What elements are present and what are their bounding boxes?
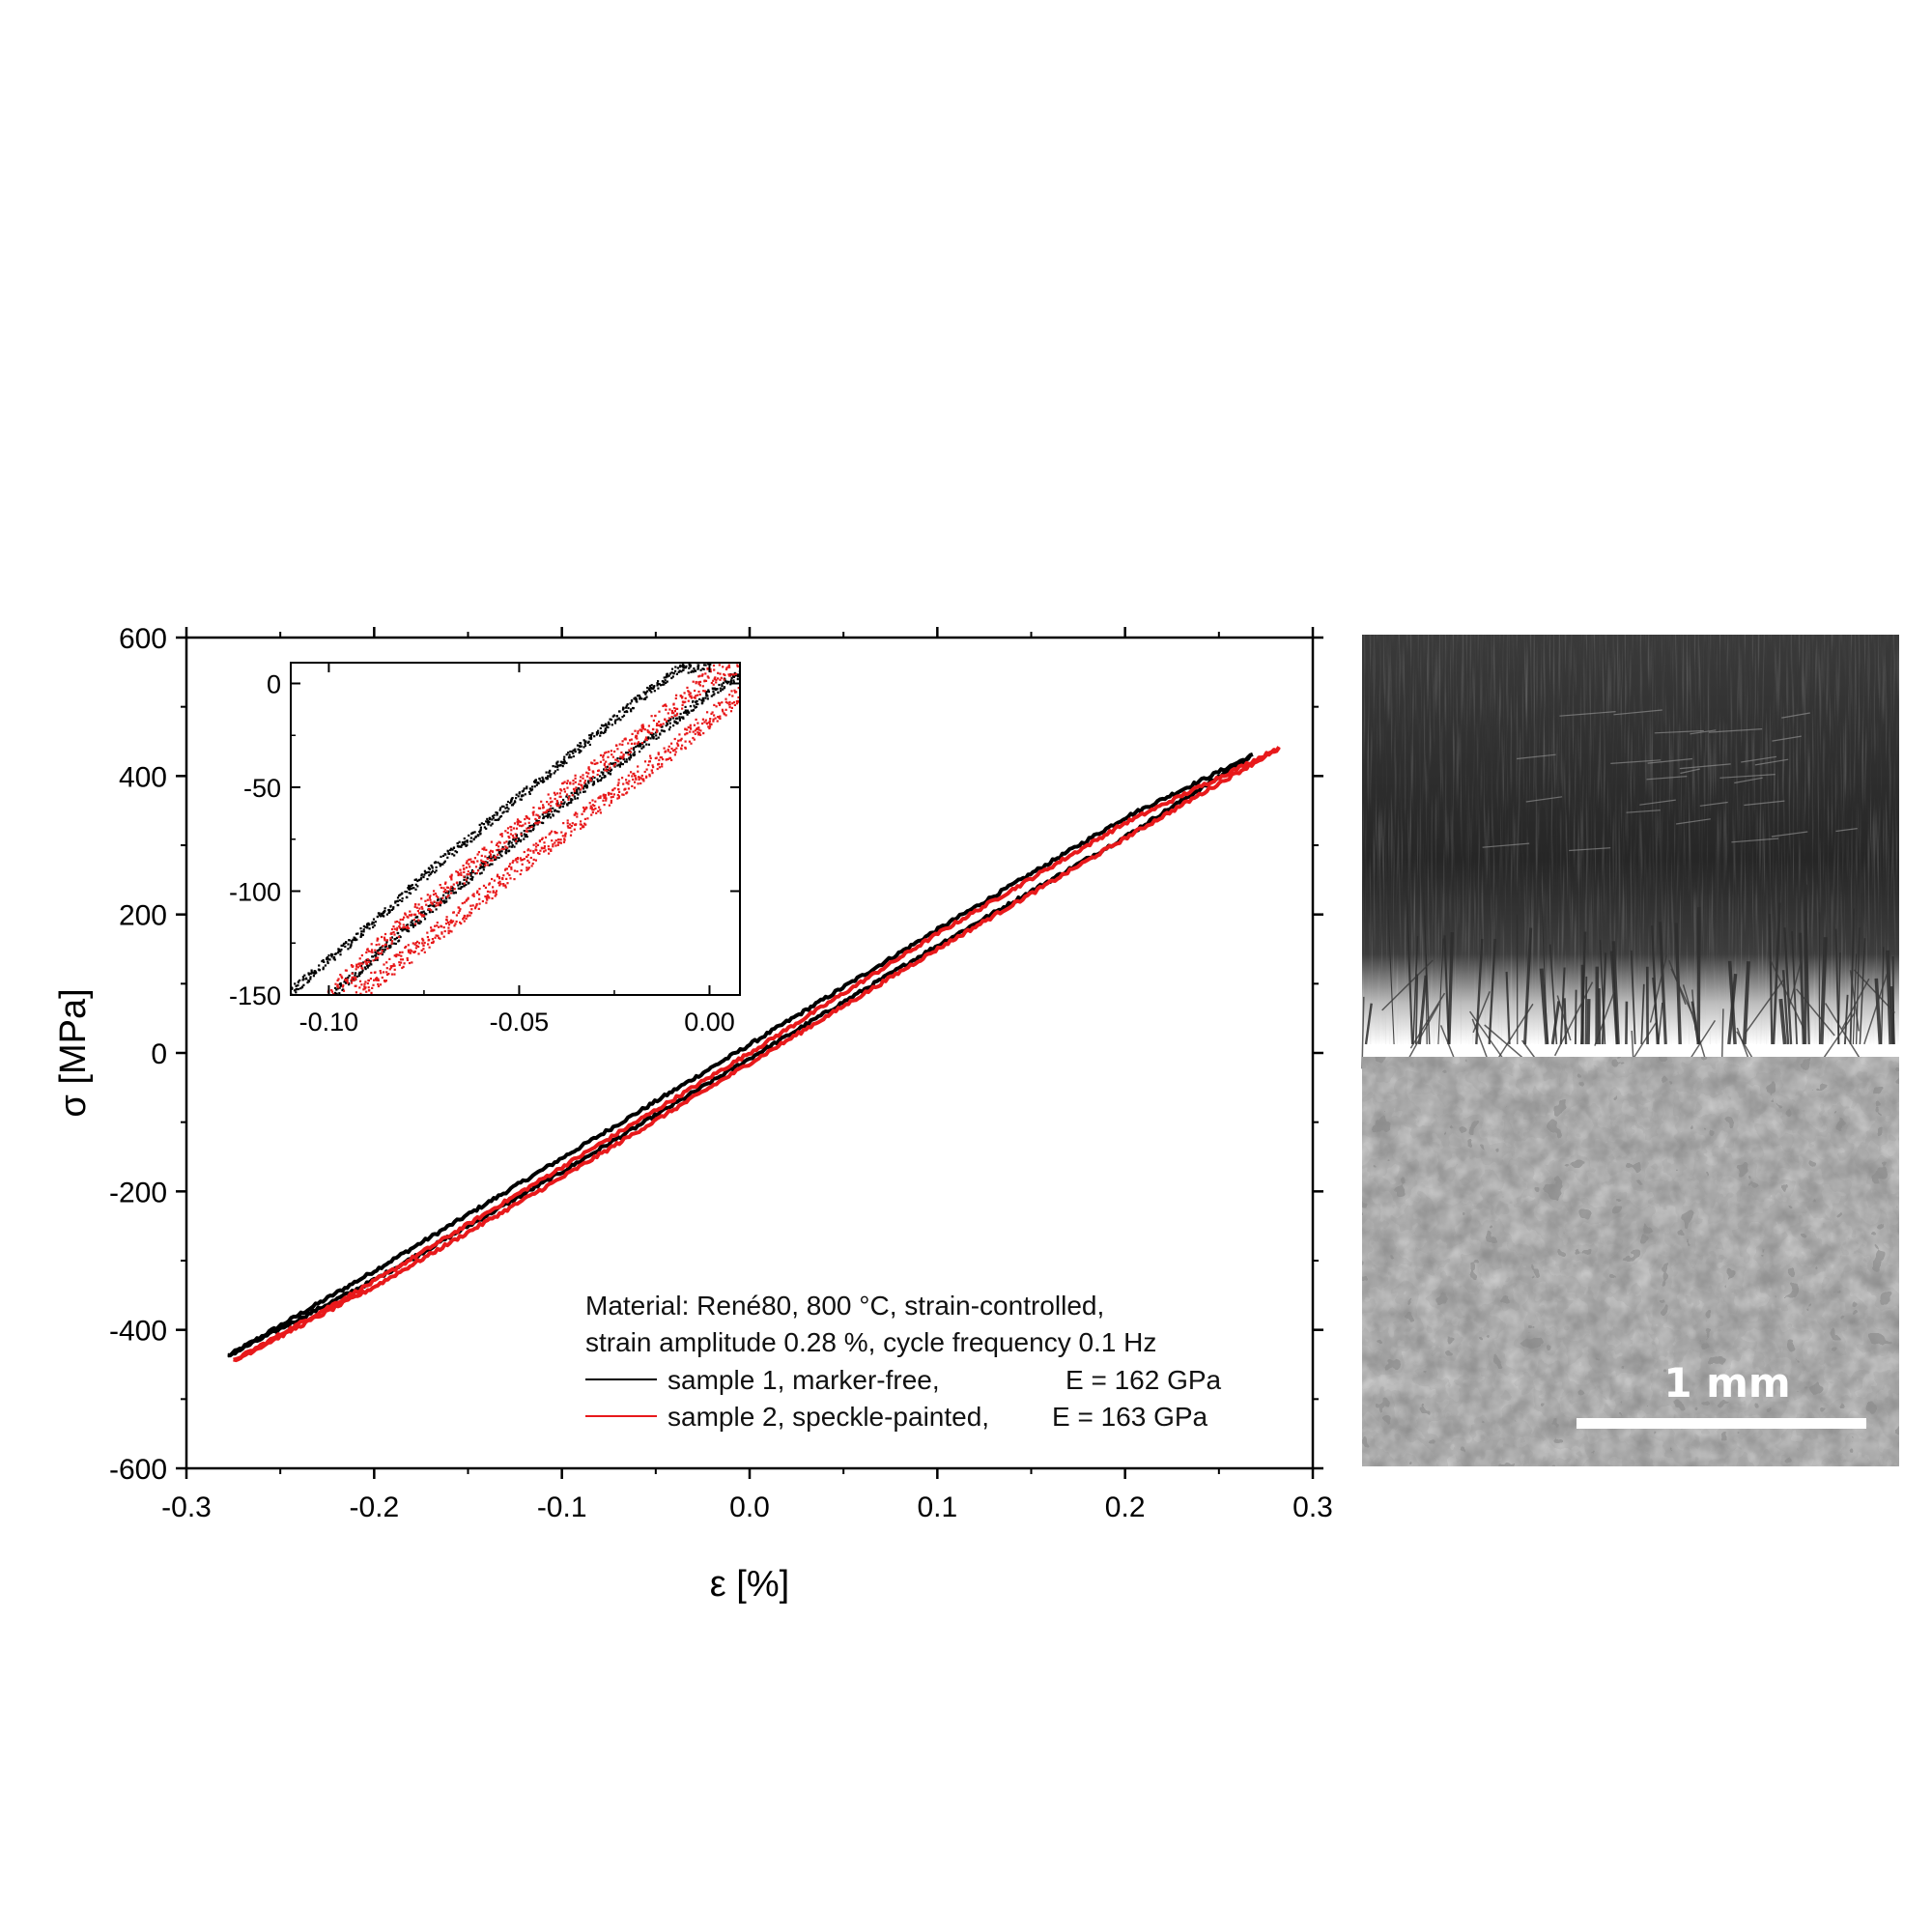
inset-plot: -0.10 -0.05 0.00 0 -50 -100 -150 <box>229 662 741 1037</box>
x-axis-title: ε [%] <box>710 1564 789 1605</box>
inset-x-tick-label: -0.10 <box>299 1008 359 1037</box>
x-tick-label: -0.3 <box>161 1492 212 1523</box>
series-2-lower-branch <box>233 746 1281 1362</box>
inset-axis-ticks <box>291 663 740 996</box>
inset-y-tick-label: -150 <box>229 981 281 1010</box>
x-tick-label: 0.2 <box>1105 1492 1146 1523</box>
scale-bar-label: 1 mm <box>1663 1359 1790 1406</box>
annotation-line-2: strain amplitude 0.28 %, cycle frequency… <box>585 1327 1156 1357</box>
y-tick-label: 200 <box>119 900 167 932</box>
y-tick-label: -600 <box>109 1454 167 1486</box>
y-tick-label: 0 <box>151 1038 167 1070</box>
inset-y-tick-label: -50 <box>243 774 281 803</box>
x-tick-label: -0.2 <box>349 1492 399 1523</box>
inset-x-tick-label: 0.00 <box>684 1008 735 1037</box>
legend: sample 1, marker-free, E = 162 GPa sampl… <box>585 1365 1222 1432</box>
inset-frame <box>290 662 741 996</box>
y-tick-label: -200 <box>109 1177 167 1208</box>
x-tick-label: 0.1 <box>917 1492 957 1523</box>
scale-bar: 1 mm <box>1577 1359 1866 1429</box>
inset-series-2 <box>327 663 740 995</box>
main-axis-ticks <box>176 627 1323 1479</box>
legend-modulus-sample-2: E = 163 GPa <box>1052 1402 1208 1432</box>
annotation-line-1: Material: René80, 800 °C, strain-control… <box>585 1291 1104 1321</box>
micrograph-speckle-painted <box>1362 1057 1899 1466</box>
annotation: Material: René80, 800 °C, strain-control… <box>585 1291 1156 1357</box>
inset-background <box>291 663 740 995</box>
micrograph-marker-free <box>1361 635 1899 1102</box>
inset-x-tick-label: -0.05 <box>490 1008 550 1037</box>
y-axis-title: σ [MPa] <box>53 988 94 1117</box>
inset-series <box>291 663 740 995</box>
x-tick-label: 0.3 <box>1293 1492 1333 1523</box>
legend-label-sample-1: sample 1, marker-free, <box>668 1365 940 1395</box>
series-2-upper-branch <box>233 746 1281 1363</box>
scale-bar-line <box>1577 1418 1866 1429</box>
inset-series-1-branch-1 <box>291 663 712 995</box>
y-tick-label: 600 <box>119 623 167 655</box>
main-series <box>227 746 1281 1363</box>
y-tick-label: 400 <box>119 761 167 793</box>
main-tick-labels: -0.3 -0.2 -0.1 0.0 0.1 0.2 0.3 600 400 200 0 -200 -4… <box>109 623 1333 1523</box>
x-tick-label: 0.0 <box>729 1492 770 1523</box>
main-plot: -0.3 -0.2 -0.1 0.0 0.1 0.2 0.3 600 400 200 0 -200 -4… <box>53 623 1333 1605</box>
x-tick-label: -0.1 <box>537 1492 587 1523</box>
y-tick-label: -400 <box>109 1316 167 1348</box>
inset-series-2-branch-2 <box>354 687 740 995</box>
inset-y-tick-label: -100 <box>229 878 281 907</box>
series-2 <box>233 746 1281 1363</box>
inset-series-2-branch-1 <box>327 663 739 995</box>
inset-y-tick-label: 0 <box>267 670 281 699</box>
legend-modulus-sample-1: E = 162 GPa <box>1065 1365 1222 1395</box>
inset-tick-labels: -0.10 -0.05 0.00 0 -50 -100 -150 <box>229 670 735 1037</box>
series-1-upper-branch <box>227 752 1254 1358</box>
legend-label-sample-2: sample 2, speckle-painted, <box>668 1402 989 1432</box>
